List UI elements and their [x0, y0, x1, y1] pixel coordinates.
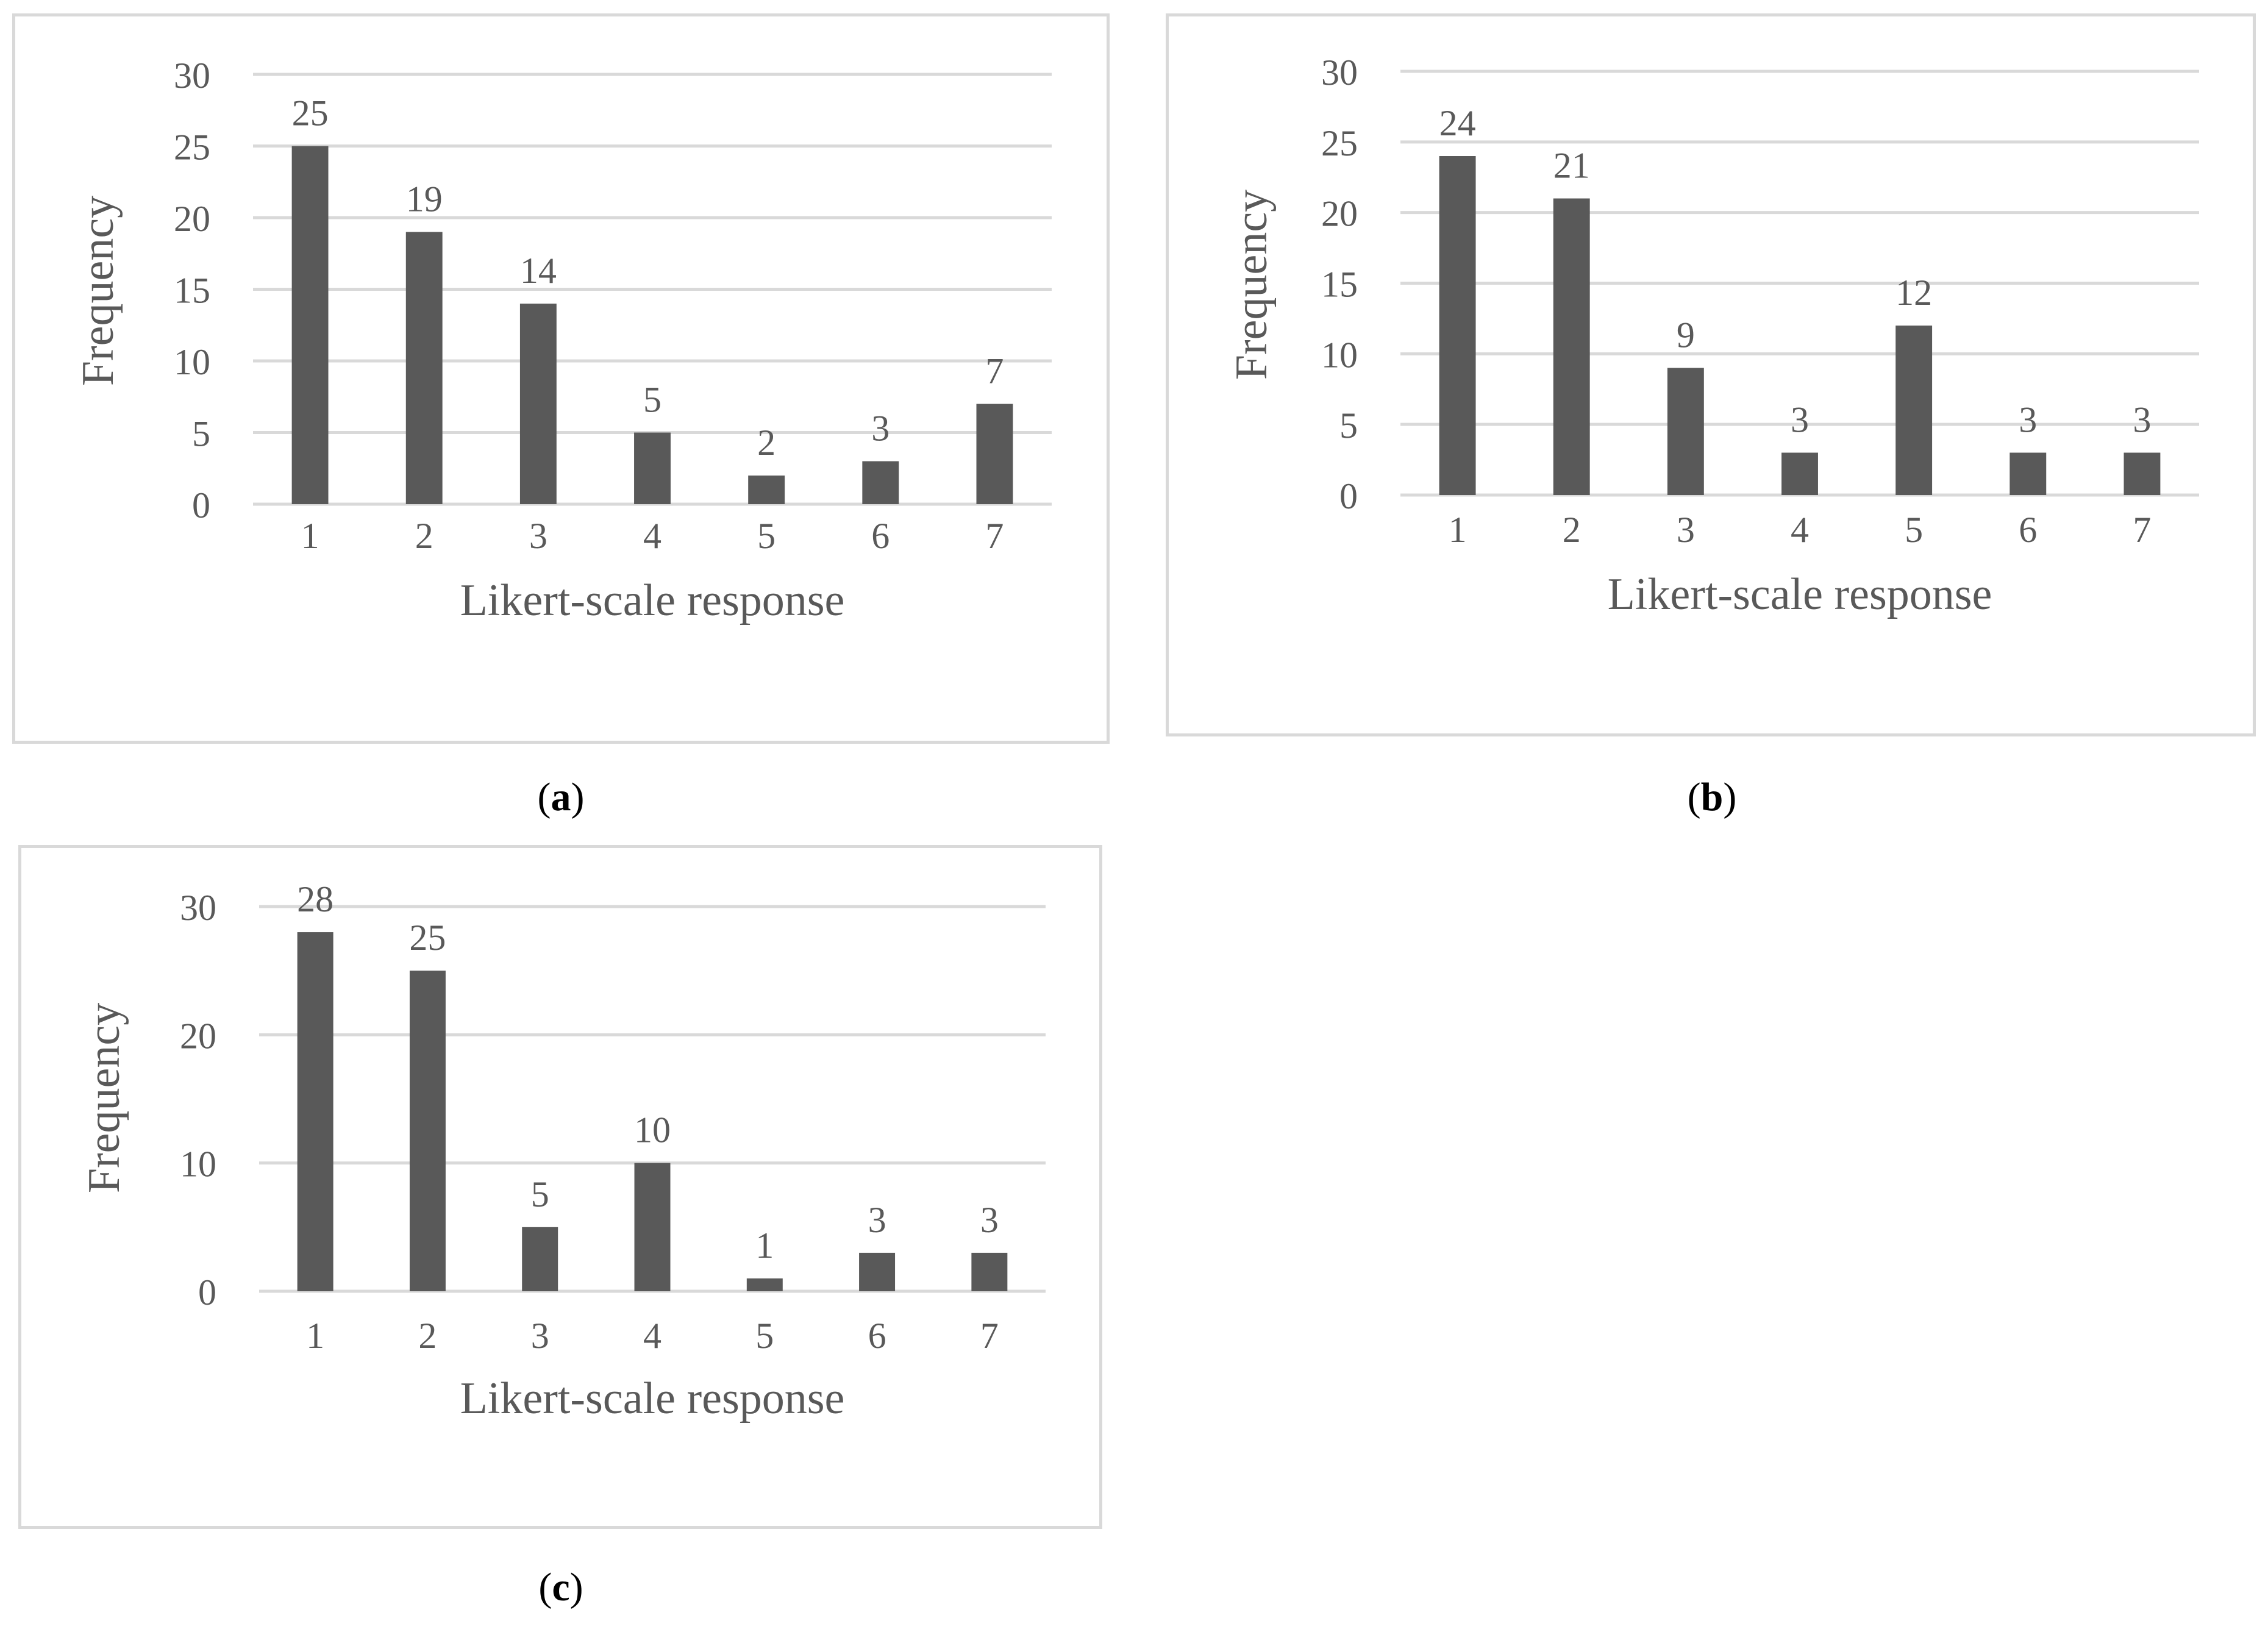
caption-b-letter: b	[1700, 775, 1724, 819]
bar	[1895, 326, 1933, 495]
y-axis-title: Frequency	[73, 196, 123, 386]
y-tick-label: 5	[192, 414, 210, 454]
x-tick-label: 6	[2019, 510, 2037, 550]
bar	[409, 971, 446, 1291]
bar	[971, 1252, 1008, 1291]
data-label: 3	[2019, 400, 2037, 440]
y-tick-label: 15	[174, 271, 210, 311]
bar	[976, 404, 1013, 504]
data-label: 14	[520, 251, 557, 291]
bar	[634, 432, 671, 504]
x-axis-title: Likert-scale response	[1608, 569, 1992, 619]
y-tick-label: 0	[1339, 476, 1358, 516]
chart-panel-b: 0 5 10 15 20 25 30 24 1 21 2 9 3 3 4 12 5 3 6 3 7 Likert-scal…	[1166, 13, 2256, 736]
x-tick-label: 5	[757, 516, 776, 556]
bar	[522, 1227, 558, 1291]
bar	[405, 232, 443, 504]
bar	[1553, 198, 1590, 495]
y-tick-label: 30	[180, 888, 216, 928]
data-label: 5	[531, 1174, 549, 1214]
bar	[862, 461, 899, 504]
data-label: 12	[1895, 273, 1932, 313]
data-label: 3	[980, 1200, 999, 1240]
x-tick-label: 3	[529, 516, 547, 556]
x-tick-label: 7	[985, 516, 1004, 556]
bar	[1439, 156, 1476, 495]
bar-chart-b: 0 5 10 15 20 25 30 24 1 21 2 9 3 3 4 12 5 3 6 3 7 Likert-scal…	[1227, 52, 2199, 619]
y-tick-label: 25	[174, 127, 210, 168]
bar	[2009, 452, 2047, 495]
data-label: 7	[985, 351, 1004, 391]
data-label: 2	[757, 422, 776, 463]
y-tick-label: 30	[1321, 52, 1358, 93]
x-tick-label: 2	[415, 516, 433, 556]
data-label: 25	[409, 918, 446, 958]
bar	[297, 932, 333, 1291]
data-label: 9	[1677, 315, 1695, 355]
x-tick-label: 2	[418, 1316, 437, 1356]
y-tick-label: 0	[192, 485, 210, 526]
bar	[748, 476, 785, 504]
x-tick-label: 7	[980, 1316, 999, 1356]
data-label: 25	[292, 93, 329, 134]
bar	[746, 1278, 783, 1291]
caption-c: (c)	[538, 1565, 583, 1609]
y-tick-label: 0	[198, 1272, 216, 1313]
data-label: 24	[1439, 103, 1476, 143]
data-label: 3	[1791, 400, 1809, 440]
x-axis-title: Likert-scale response	[460, 1374, 845, 1424]
data-label: 3	[871, 408, 890, 449]
x-tick-label: 5	[755, 1316, 774, 1356]
x-tick-label: 4	[1791, 510, 1809, 550]
bar	[1667, 368, 1704, 495]
y-tick-label: 20	[1321, 194, 1358, 234]
caption-a-letter: a	[551, 775, 571, 819]
bar	[2124, 452, 2161, 495]
y-tick-label: 5	[1339, 405, 1358, 446]
x-tick-label: 2	[1563, 510, 1581, 550]
data-label: 21	[1553, 146, 1590, 186]
caption-a: (a)	[537, 775, 585, 819]
bar-chart-a: 05101520253025119214354253677Likert-scal…	[73, 55, 1052, 626]
x-tick-label: 6	[868, 1316, 886, 1356]
data-label: 5	[643, 380, 661, 420]
y-tick-label: 10	[180, 1144, 216, 1185]
y-axis-title: Frequency	[79, 1003, 129, 1193]
x-tick-label: 3	[531, 1316, 549, 1356]
y-tick-label: 20	[180, 1016, 216, 1056]
y-tick-label: 30	[174, 55, 210, 96]
x-tick-label: 7	[2133, 510, 2151, 550]
chart-panel-c: 0 10 20 30 28 1 25 2 5 3 10 4 1 5 3 6 3 7 Likert-scale res…	[18, 845, 1102, 1529]
data-label: 10	[634, 1110, 671, 1150]
data-label: 19	[406, 179, 443, 219]
bar	[519, 304, 557, 504]
x-tick-label: 5	[1905, 510, 1923, 550]
y-tick-label: 10	[1321, 335, 1358, 375]
x-axis-title: Likert-scale response	[460, 576, 845, 626]
bar	[634, 1163, 671, 1291]
y-tick-label: 15	[1321, 265, 1358, 305]
y-tick-label: 10	[174, 342, 210, 382]
chart-panel-a: 0 5 10 15 20 25 30 25 1 19 2 14 3 5 4 2 5 3 6 7 7 Likert-scal…	[12, 13, 1110, 744]
x-tick-label: 4	[643, 1316, 661, 1356]
caption-c-letter: c	[552, 1565, 570, 1609]
x-tick-label: 1	[306, 1316, 324, 1356]
bar	[1781, 452, 1818, 495]
y-tick-label: 25	[1321, 123, 1358, 163]
data-label: 28	[297, 879, 333, 919]
data-label: 3	[2133, 400, 2151, 440]
bar	[291, 146, 329, 504]
y-axis-title: Frequency	[1227, 190, 1277, 380]
y-tick-label: 20	[174, 199, 210, 239]
x-tick-label: 1	[1449, 510, 1467, 550]
x-tick-label: 3	[1677, 510, 1695, 550]
x-tick-label: 1	[301, 516, 319, 556]
x-tick-label: 6	[871, 516, 890, 556]
data-label: 1	[755, 1225, 774, 1266]
caption-b: (b)	[1687, 775, 1737, 819]
x-tick-label: 4	[643, 516, 661, 556]
bar	[859, 1252, 896, 1291]
data-label: 3	[868, 1200, 886, 1240]
